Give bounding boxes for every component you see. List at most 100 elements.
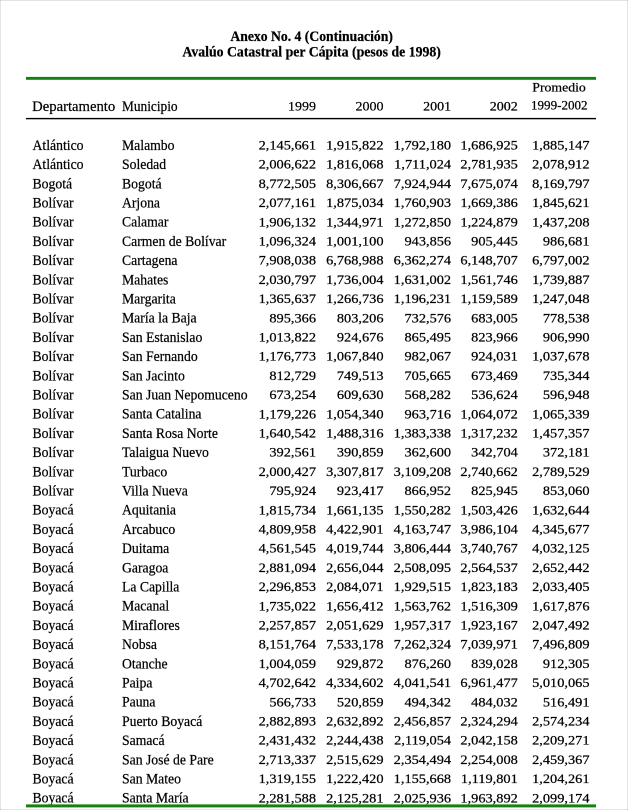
- svg-text:673,469: 673,469: [471, 369, 518, 383]
- svg-text:2,656,044: 2,656,044: [326, 561, 384, 575]
- svg-text:2,051,629: 2,051,629: [326, 619, 383, 633]
- svg-text:Bolívar: Bolívar: [33, 311, 74, 327]
- svg-text:735,344: 735,344: [543, 369, 590, 383]
- svg-text:683,005: 683,005: [471, 311, 518, 325]
- svg-text:2,324,294: 2,324,294: [460, 715, 518, 729]
- svg-text:2,354,494: 2,354,494: [394, 753, 452, 767]
- svg-text:Boyacá: Boyacá: [33, 676, 75, 692]
- svg-text:2,459,367: 2,459,367: [532, 753, 589, 767]
- svg-text:Bogotá: Bogotá: [33, 176, 73, 192]
- svg-text:Departamento: Departamento: [32, 99, 115, 115]
- svg-text:1,247,048: 1,247,048: [532, 292, 589, 306]
- svg-text:484,032: 484,032: [471, 695, 518, 709]
- svg-text:4,422,901: 4,422,901: [326, 523, 383, 537]
- svg-text:2,084,071: 2,084,071: [326, 580, 383, 594]
- svg-text:3,740,767: 3,740,767: [460, 542, 517, 556]
- svg-text:Calamar: Calamar: [122, 215, 169, 231]
- svg-text:San Fernando: San Fernando: [122, 349, 198, 365]
- svg-text:7,908,038: 7,908,038: [259, 254, 316, 268]
- svg-text:Boyacá: Boyacá: [33, 752, 75, 768]
- svg-text:Villa Nueva: Villa Nueva: [122, 484, 188, 500]
- svg-text:1,319,155: 1,319,155: [259, 772, 316, 786]
- svg-text:1,669,386: 1,669,386: [460, 196, 517, 210]
- svg-text:7,039,971: 7,039,971: [460, 638, 517, 652]
- svg-text:1,792,180: 1,792,180: [394, 139, 451, 153]
- svg-text:2,254,008: 2,254,008: [460, 753, 517, 767]
- svg-text:1,656,412: 1,656,412: [326, 599, 383, 613]
- svg-text:536,624: 536,624: [471, 388, 518, 402]
- svg-text:963,716: 963,716: [405, 407, 452, 421]
- svg-text:1,816,068: 1,816,068: [326, 158, 383, 172]
- svg-text:2,652,442: 2,652,442: [532, 561, 589, 575]
- svg-text:609,630: 609,630: [337, 388, 384, 402]
- svg-text:6,961,477: 6,961,477: [460, 676, 517, 690]
- svg-text:2,244,438: 2,244,438: [326, 734, 383, 748]
- svg-text:Atlántico: Atlántico: [33, 138, 84, 154]
- svg-text:Boyacá: Boyacá: [33, 656, 75, 672]
- svg-text:Bolívar: Bolívar: [33, 292, 74, 308]
- svg-text:2,209,271: 2,209,271: [532, 734, 589, 748]
- svg-text:1,001,100: 1,001,100: [326, 235, 383, 249]
- svg-text:4,334,602: 4,334,602: [326, 676, 383, 690]
- svg-text:795,924: 795,924: [269, 484, 316, 498]
- svg-text:Otanche: Otanche: [122, 656, 168, 672]
- svg-text:Boyacá: Boyacá: [33, 541, 75, 557]
- svg-text:1,437,208: 1,437,208: [532, 215, 589, 229]
- svg-text:1999-2002: 1999-2002: [531, 99, 588, 113]
- svg-text:2,508,095: 2,508,095: [394, 561, 451, 575]
- svg-text:7,496,809: 7,496,809: [532, 638, 589, 652]
- svg-text:924,031: 924,031: [471, 350, 518, 364]
- svg-text:4,019,744: 4,019,744: [326, 542, 384, 556]
- svg-text:912,305: 912,305: [543, 657, 590, 671]
- svg-text:778,538: 778,538: [543, 311, 590, 325]
- svg-text:Boyacá: Boyacá: [33, 580, 75, 596]
- svg-text:4,702,642: 4,702,642: [259, 676, 316, 690]
- svg-text:2,030,797: 2,030,797: [259, 273, 316, 287]
- svg-text:Boyacá: Boyacá: [33, 791, 75, 807]
- svg-text:929,872: 929,872: [337, 657, 384, 671]
- svg-text:732,576: 732,576: [405, 311, 452, 325]
- svg-text:2,456,857: 2,456,857: [394, 715, 451, 729]
- svg-text:853,060: 853,060: [543, 484, 590, 498]
- svg-text:Boyacá: Boyacá: [33, 637, 75, 653]
- svg-text:4,809,958: 4,809,958: [259, 523, 316, 537]
- svg-text:7,262,324: 7,262,324: [394, 638, 452, 652]
- svg-text:1,196,231: 1,196,231: [394, 292, 451, 306]
- svg-text:Bolívar: Bolívar: [33, 349, 74, 365]
- svg-text:566,733: 566,733: [269, 695, 316, 709]
- svg-text:Atlántico: Atlántico: [33, 157, 84, 173]
- svg-text:1,224,879: 1,224,879: [460, 215, 517, 229]
- svg-text:520,859: 520,859: [337, 695, 384, 709]
- svg-text:1,550,282: 1,550,282: [394, 503, 451, 517]
- svg-text:Puerto Boyacá: Puerto Boyacá: [122, 714, 203, 730]
- svg-text:Boyacá: Boyacá: [33, 714, 75, 730]
- svg-text:Duitama: Duitama: [122, 541, 170, 557]
- svg-text:Avalúo Catastral per Cápita (p: Avalúo Catastral per Cápita (pesos de 19…: [182, 45, 441, 61]
- svg-text:Bogotá: Bogotá: [122, 176, 162, 192]
- svg-text:568,282: 568,282: [405, 388, 452, 402]
- svg-text:1,383,338: 1,383,338: [394, 427, 451, 441]
- svg-text:1,119,801: 1,119,801: [461, 772, 518, 786]
- svg-text:1,632,644: 1,632,644: [532, 503, 590, 517]
- svg-text:Bolívar: Bolívar: [33, 426, 74, 442]
- svg-text:1,631,002: 1,631,002: [394, 273, 451, 287]
- svg-text:1,739,887: 1,739,887: [532, 273, 589, 287]
- svg-text:1,823,183: 1,823,183: [460, 580, 517, 594]
- svg-text:1,179,226: 1,179,226: [259, 407, 316, 421]
- svg-text:2001: 2001: [423, 99, 451, 113]
- svg-text:1,923,167: 1,923,167: [460, 619, 517, 633]
- svg-text:1,037,678: 1,037,678: [532, 350, 589, 364]
- svg-text:San José de Pare: San José de Pare: [122, 752, 214, 768]
- svg-text:1,065,339: 1,065,339: [532, 407, 589, 421]
- svg-text:705,665: 705,665: [405, 369, 452, 383]
- svg-text:2,713,337: 2,713,337: [259, 753, 316, 767]
- svg-text:2,077,161: 2,077,161: [259, 196, 316, 210]
- svg-text:Garagoa: Garagoa: [122, 560, 169, 576]
- svg-text:905,445: 905,445: [471, 235, 518, 249]
- svg-text:2,025,936: 2,025,936: [394, 791, 451, 805]
- svg-text:865,495: 865,495: [405, 331, 452, 345]
- svg-text:362,600: 362,600: [405, 446, 452, 460]
- svg-text:1,064,072: 1,064,072: [460, 407, 517, 421]
- svg-text:895,366: 895,366: [269, 311, 316, 325]
- svg-text:2,099,174: 2,099,174: [532, 791, 590, 805]
